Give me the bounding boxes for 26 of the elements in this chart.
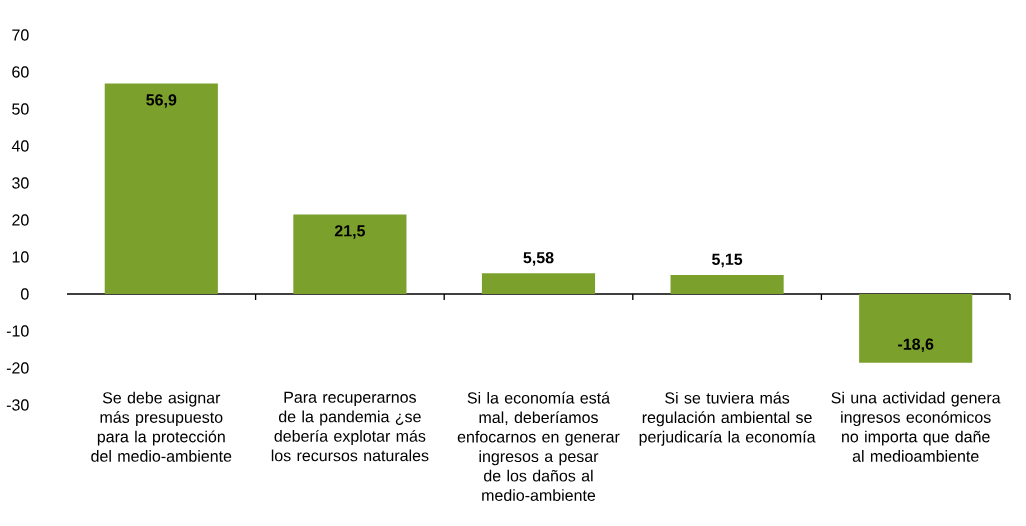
y-tick-label: 70 (12, 29, 29, 41)
y-tick-label: 40 (11, 140, 29, 152)
y-tick-label: 20 (12, 214, 29, 226)
y-tick-label: 0 (21, 288, 29, 300)
x-tick-label: Si se tuviera más regulación ambiental se perjudicaría la economía (639, 391, 816, 446)
x-tick-label: Para recuperarnos de la pandemia ¿se debería explotar más los recursos naturales (271, 391, 429, 462)
x-tick-label: Se debe asignar más presupuesto para la protección del medio-ambiente (91, 391, 232, 462)
data-label: 56,9 (146, 94, 177, 108)
y-tick-label: 50 (12, 103, 29, 115)
bar (670, 274, 784, 294)
x-tick-label: Si la economía está mal, deberíamos enfocarnos en generar ingresos a pesar de los daños al medio-ambiente (457, 391, 620, 501)
y-tick-label: -30 (6, 399, 29, 411)
x-tick-label: Si una actividad genera ingresos económicos no importa que dañe al medioambiente (831, 391, 1001, 462)
bar (104, 83, 218, 294)
bar (481, 273, 596, 294)
data-label: 21,5 (334, 225, 366, 239)
bar (293, 214, 407, 294)
y-tick-label: -10 (6, 325, 29, 337)
y-tick-label: -20 (6, 362, 29, 374)
y-tick-label: 60 (12, 66, 29, 78)
y-tick-label: 10 (12, 251, 29, 263)
data-label: -18,6 (898, 338, 934, 353)
y-tick-label: 30 (12, 177, 29, 189)
data-label: 5,58 (523, 252, 554, 266)
bar (859, 294, 973, 363)
data-label: 5,15 (712, 253, 743, 268)
